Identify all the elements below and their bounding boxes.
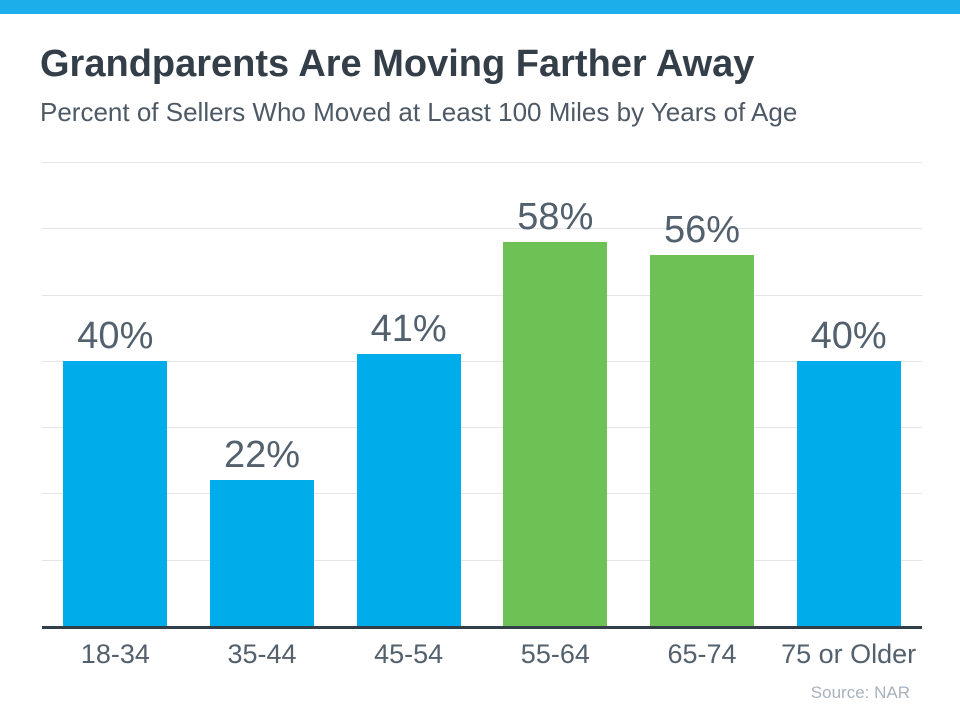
x-axis-labels: 18-34 35-44 45-54 55-64 65-74 75 or Older xyxy=(42,641,922,675)
gridline-40 xyxy=(42,360,922,362)
bar-value-label-35-44: 22% xyxy=(223,434,301,477)
x-axis-label-55-64: 55-64 xyxy=(520,639,590,669)
gridline-20 xyxy=(42,493,922,495)
bar-35-44 xyxy=(210,480,314,626)
bar-value-label-45-54: 41% xyxy=(370,308,447,351)
x-axis-label-45-54: 45-54 xyxy=(374,639,444,669)
bar-value-label-55-64: 58% xyxy=(517,195,594,238)
bar-18-34 xyxy=(63,360,168,626)
plot-area: 40% 22% 41% 58% 56% 40% xyxy=(42,162,922,629)
bar-value-label-18-34: 40% xyxy=(77,314,154,357)
x-axis-label-65-74: 65-74 xyxy=(667,639,737,669)
chart-subtitle: Percent of Sellers Who Moved at Least 10… xyxy=(40,97,798,127)
chart-title: Grandparents Are Moving Farther Away xyxy=(40,43,755,85)
bar-value-label-75-or-older: 40% xyxy=(810,314,887,357)
gridline-70 xyxy=(42,162,922,163)
bar-65-74 xyxy=(650,254,754,626)
gridline-50 xyxy=(42,294,922,296)
bar-75-or-older xyxy=(796,360,901,626)
gridline-60 xyxy=(42,228,922,230)
gridline-10 xyxy=(42,559,922,561)
top-accent-bar xyxy=(0,0,960,14)
x-axis-label-18-34: 18-34 xyxy=(80,639,150,669)
x-axis-label-75-or-older: 75 or Older xyxy=(781,639,917,669)
source-note: Source: NAR xyxy=(810,683,910,702)
gridline-30 xyxy=(42,427,922,429)
x-axis-label-35-44: 35-44 xyxy=(227,639,297,669)
bar-45-54 xyxy=(356,354,461,626)
bar-value-label-65-74: 56% xyxy=(663,208,741,251)
bar-55-64 xyxy=(503,241,608,626)
